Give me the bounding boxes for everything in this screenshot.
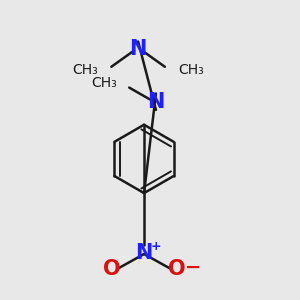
Text: N: N	[147, 92, 165, 112]
Text: −: −	[185, 258, 201, 277]
Text: O: O	[168, 259, 186, 279]
Text: N: N	[135, 242, 153, 262]
Text: O: O	[103, 259, 120, 279]
Text: CH₃: CH₃	[92, 76, 117, 90]
Text: +: +	[151, 240, 161, 253]
Text: CH₃: CH₃	[72, 63, 98, 77]
Text: CH₃: CH₃	[178, 63, 204, 77]
Text: N: N	[129, 39, 147, 59]
